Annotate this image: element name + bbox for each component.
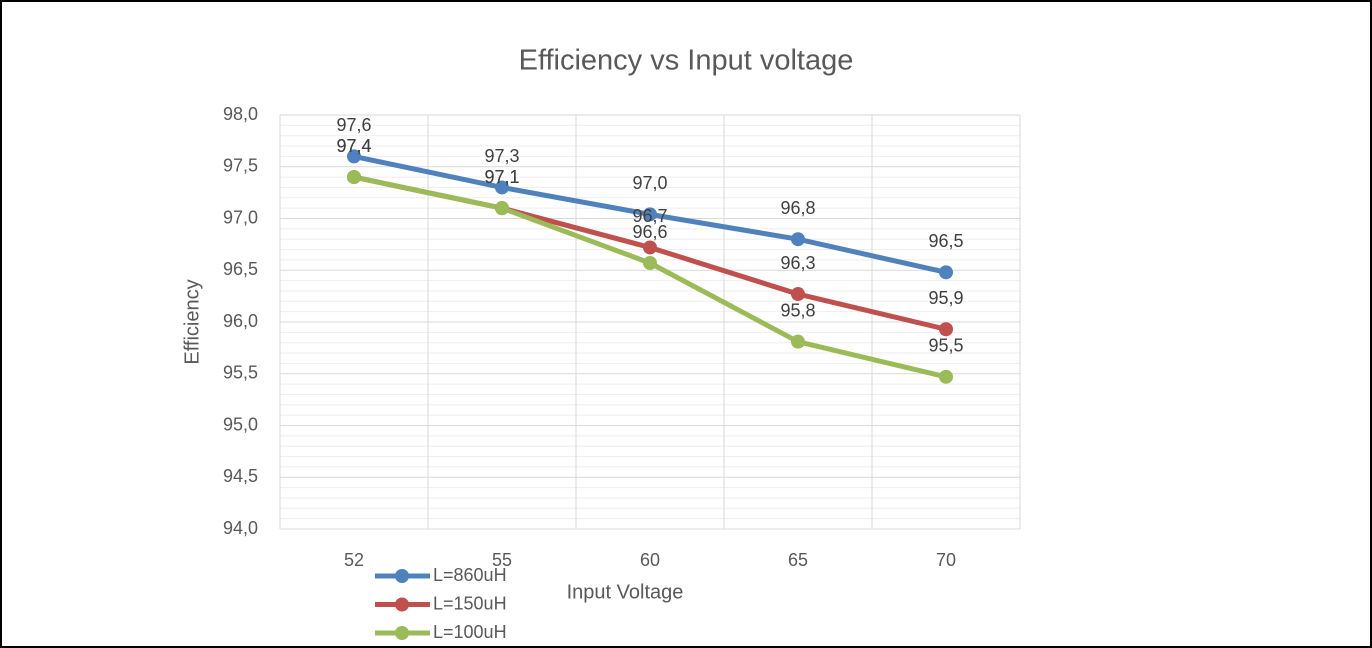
data-label: 97,0 (632, 173, 667, 193)
data-label: 97,1 (484, 167, 519, 187)
y-tick-label: 95,0 (223, 414, 258, 434)
data-label: 95,9 (928, 288, 963, 308)
data-label: 95,5 (928, 336, 963, 356)
data-point (791, 334, 805, 349)
x-tick-label: 60 (640, 550, 660, 570)
x-tick-label: 70 (936, 550, 956, 570)
y-tick-label: 94,0 (223, 518, 258, 538)
x-axis-title: Input Voltage (567, 581, 684, 603)
y-tick-label: 98,0 (223, 104, 258, 124)
data-point (791, 287, 805, 302)
y-tick-label: 97,0 (223, 207, 258, 227)
data-point (495, 180, 509, 195)
y-tick-label: 94,5 (223, 466, 258, 486)
data-label: 96,5 (928, 231, 963, 251)
legend-marker (395, 597, 409, 612)
legend-marker (395, 569, 409, 583)
data-label: 96,6 (632, 222, 667, 242)
data-point (347, 170, 361, 185)
data-point (347, 149, 361, 164)
data-point (791, 232, 805, 247)
legend-label: L=860uH (433, 565, 507, 585)
y-tick-label: 96,0 (223, 311, 258, 331)
data-label: 97,4 (336, 136, 371, 156)
data-label: 96,8 (780, 198, 815, 218)
data-point (939, 322, 953, 337)
x-tick-label: 52 (344, 550, 364, 570)
data-point (643, 240, 657, 255)
data-point (643, 207, 657, 222)
y-tick-label: 97,5 (223, 156, 258, 176)
data-point (939, 265, 953, 280)
data-label: 97,6 (336, 115, 371, 135)
data-label: 97,4 (336, 136, 371, 156)
data-point (939, 369, 953, 384)
data-label: 96,7 (632, 206, 667, 226)
x-tick-label: 55 (492, 550, 512, 570)
y-tick-label: 95,5 (223, 363, 258, 383)
y-axis-title: Efficiency (181, 279, 203, 364)
legend-label: L=150uH (433, 593, 507, 613)
data-label: 97,1 (484, 167, 519, 187)
data-point (495, 201, 509, 216)
data-point (643, 256, 657, 271)
legend-marker (395, 626, 409, 640)
data-label: 97,3 (484, 146, 519, 166)
x-tick-label: 65 (788, 550, 808, 570)
legend-label: L=100uH (433, 622, 507, 642)
data-label: 95,8 (780, 300, 815, 320)
data-label: 96,3 (780, 253, 815, 273)
y-tick-label: 96,5 (223, 259, 258, 279)
chart-title: Efficiency vs Input voltage (519, 45, 854, 77)
